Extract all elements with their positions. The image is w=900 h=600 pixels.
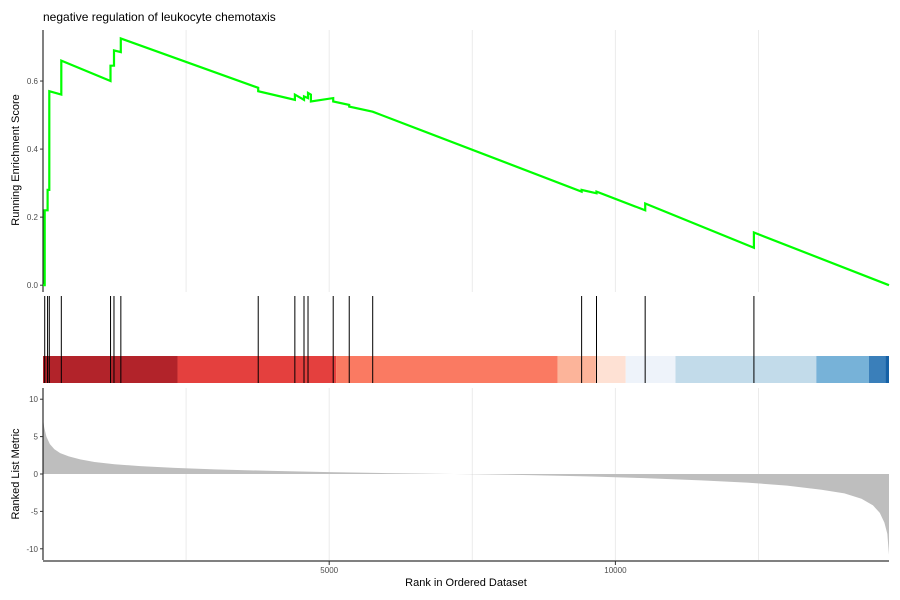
enrichment-y-tick-label: 0.6 [27, 77, 39, 86]
ranked-y-tick-label: 0 [34, 470, 39, 479]
heat-band-segment [595, 356, 626, 383]
ranked-y-tick-label: -10 [26, 545, 38, 554]
heat-band-segment [336, 356, 558, 383]
heat-band-segment [885, 356, 889, 383]
heat-band-segment [625, 356, 676, 383]
enrichment-panel: 0.0 0.2 0.4 0.6 [27, 30, 890, 292]
enrichment-y-tick-label: 0.2 [27, 213, 39, 222]
heat-band [43, 356, 889, 383]
heat-band-segment [675, 356, 817, 383]
heat-band-segment [868, 356, 886, 383]
ranked-y-label: Ranked List Metric [10, 428, 22, 520]
heat-band-segment [177, 356, 337, 383]
chart-title: negative regulation of leukocyte chemota… [43, 10, 276, 24]
hit-lines [44, 296, 755, 383]
ranked-y-tick-label: -5 [31, 507, 39, 516]
ranked-panel: 10 5 0 -5 -10 5000 10000 [26, 388, 889, 575]
x-tick-label: 10000 [604, 566, 627, 575]
x-tick-label: 5000 [320, 566, 338, 575]
ranked-list-area [43, 417, 889, 555]
ranked-y-tick-label: 5 [34, 433, 39, 442]
enrichment-y-tick-label: 0.0 [27, 281, 39, 290]
x-axis-label: Rank in Ordered Dataset [405, 577, 527, 589]
enrichment-y-label: Running Enrichment Score [10, 94, 22, 225]
enrichment-y-tick-label: 0.4 [27, 145, 39, 154]
heat-band-segment [557, 356, 596, 383]
running-enrichment-score-line [43, 36, 890, 287]
heat-band-segment [816, 356, 869, 383]
ranked-y-tick-label: 10 [29, 395, 38, 404]
x-gridlines-top [185, 30, 759, 292]
